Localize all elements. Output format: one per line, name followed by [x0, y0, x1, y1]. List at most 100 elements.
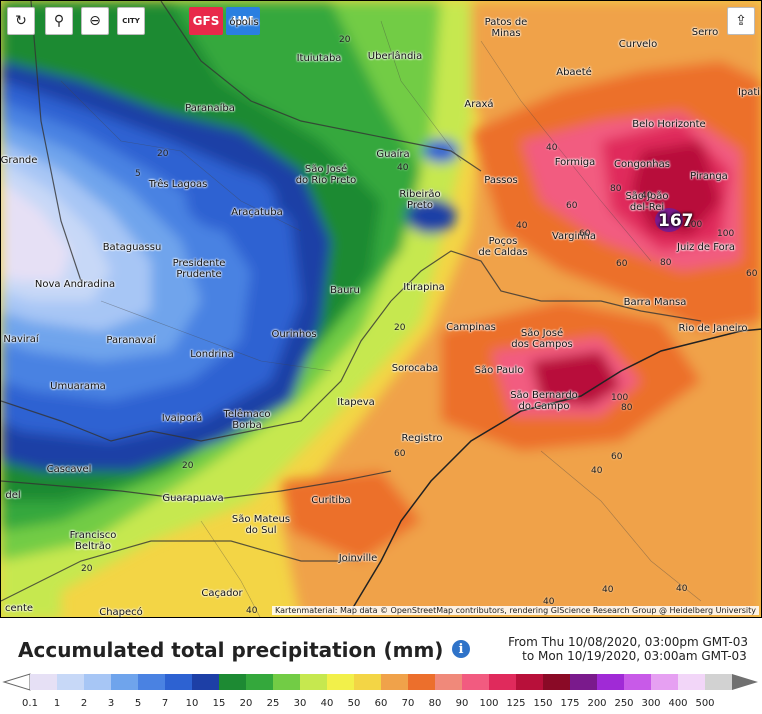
legend-label: 40: [320, 698, 334, 709]
city-label: Campinas: [446, 322, 496, 333]
legend-label: 60: [374, 698, 388, 709]
refresh-icon: ↻: [15, 13, 27, 29]
city-label: Umuarama: [50, 381, 106, 392]
city-label: Naviraí: [3, 334, 39, 345]
legend-swatch: [219, 674, 247, 690]
city-label: Uberlândia: [367, 51, 423, 62]
legend-swatch: [354, 674, 382, 690]
legend-swatch: [435, 674, 463, 690]
legend-label: 0.1: [22, 698, 38, 709]
period-to: to Mon 10/19/2020, 03:00am GMT-03: [522, 649, 747, 663]
model-um-button[interactable]: UM: [226, 7, 260, 35]
city-toggle-button[interactable]: CITY: [117, 7, 145, 35]
legend-swatch: [30, 674, 58, 690]
legend-label: 300: [641, 698, 661, 709]
model-gfs-label: GFS: [192, 14, 220, 28]
legend-arrow-left: [2, 673, 31, 691]
city-label: cente: [4, 603, 34, 614]
legend-label: 3: [107, 698, 115, 709]
city-label: São José do Rio Preto: [295, 164, 357, 186]
city-label: Rio de Janeiro: [678, 323, 748, 334]
isoline-label: 80: [621, 403, 633, 413]
city-label: Abaeté: [556, 67, 592, 78]
city-label: Sorocaba: [391, 363, 439, 374]
legend-label: 7: [161, 698, 169, 709]
city-label: Congonhas: [614, 159, 670, 170]
isoline-label: 40: [246, 606, 258, 616]
city-label: Ituiutaba: [296, 53, 342, 64]
legend-label: 15: [212, 698, 226, 709]
legend-swatch: [246, 674, 274, 690]
city-label: Araçatuba: [231, 207, 283, 218]
city-label: Patos de Minas: [484, 17, 528, 39]
isoline-label: 40: [591, 466, 603, 476]
legend-swatch: [138, 674, 166, 690]
isoline-label: 100: [611, 393, 629, 403]
city-label: Grande: [0, 155, 38, 166]
isoline-label: 60: [746, 269, 758, 279]
info-icon[interactable]: i: [452, 640, 470, 658]
city-label: Ipati: [737, 87, 761, 98]
zoom-icon: ⊖: [89, 13, 101, 29]
city-label: Bataguassu: [102, 242, 162, 253]
city-toggle-icon: CITY: [122, 17, 140, 25]
legend-label: 90: [455, 698, 469, 709]
isoline-label: 40: [641, 191, 653, 201]
city-label: Juiz de Fora: [677, 242, 735, 253]
zoom-button[interactable]: ⊖: [81, 7, 109, 35]
model-um-label: UM: [232, 14, 254, 28]
isoline-label: 20: [182, 461, 194, 471]
model-gfs-button[interactable]: GFS: [189, 7, 223, 35]
share-icon: ⇪: [735, 13, 747, 29]
precipitation-map[interactable]: ↻ ⚲ ⊖ CITY GFS UM ⇪ Patos de Minas Serro Cu…: [0, 0, 762, 618]
page-title: Accumulated total precipitation (mm): [18, 638, 444, 662]
isoline-label: 60: [566, 201, 578, 211]
city-label: Ivaiporã: [161, 413, 203, 424]
legend-label: 5: [134, 698, 142, 709]
city-label: Varginha: [551, 231, 597, 242]
legend-swatch: [624, 674, 652, 690]
city-label: Londrina: [190, 349, 234, 360]
legend-swatch: [705, 674, 733, 690]
city-label: Bauru: [330, 285, 360, 296]
precipitation-field: [1, 1, 761, 617]
share-button[interactable]: ⇪: [727, 7, 755, 35]
city-label: São Paulo: [474, 365, 524, 376]
city-label: Joinville: [338, 553, 378, 564]
city-label: Barra Mansa: [623, 297, 687, 308]
isoline-label: 40: [543, 597, 555, 607]
legend-swatch: [84, 674, 112, 690]
city-label: Passos: [484, 175, 518, 186]
legend-swatch: [165, 674, 193, 690]
legend-label: 70: [401, 698, 415, 709]
isoline-label: 40: [602, 585, 614, 595]
legend-swatch: [192, 674, 220, 690]
location-button[interactable]: ⚲: [45, 7, 73, 35]
city-label: Pirangа: [690, 171, 728, 182]
isoline-label: 5: [135, 169, 141, 179]
city-label: Curvelo: [618, 39, 658, 50]
legend-label: 200: [587, 698, 607, 709]
city-label: Poços de Caldas: [478, 236, 528, 258]
legend-label: 20: [239, 698, 253, 709]
legend-swatch: [597, 674, 625, 690]
legend-swatch: [408, 674, 436, 690]
legend-label: 500: [695, 698, 715, 709]
legend-label: 80: [428, 698, 442, 709]
city-label: Paranaíba: [185, 103, 235, 114]
isoline-label: 40: [546, 143, 558, 153]
legend-label: 1: [53, 698, 61, 709]
legend-swatch: [570, 674, 598, 690]
city-label: Serro: [691, 27, 719, 38]
city-label: Guarapuava: [162, 493, 224, 504]
legend-label: 2: [80, 698, 88, 709]
isoline-label: 100: [685, 220, 703, 230]
city-label: Araxá: [464, 99, 494, 110]
city-label: Cascavel: [46, 464, 92, 475]
city-label: Presidente Prudente: [172, 258, 226, 280]
refresh-button[interactable]: ↻: [7, 7, 35, 35]
isoline-label: 20: [339, 35, 351, 45]
city-label: Belo Horizonte: [632, 119, 706, 130]
city-label: Ourinhos: [271, 329, 317, 340]
legend-swatch: [57, 674, 85, 690]
